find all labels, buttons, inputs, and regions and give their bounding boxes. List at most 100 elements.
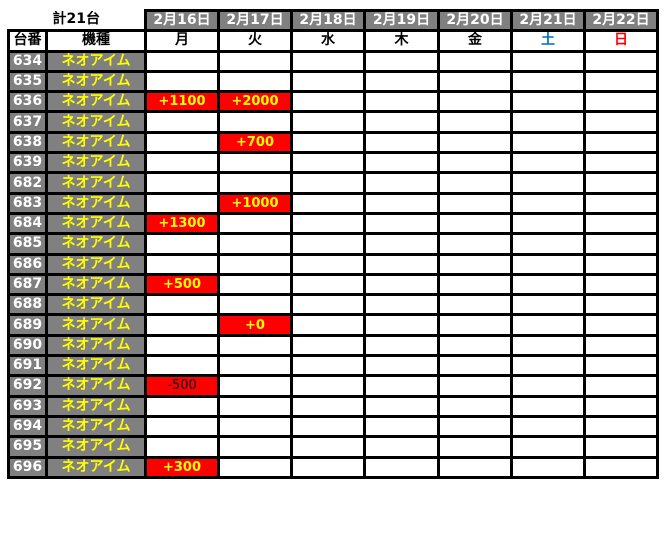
result-cell [290,374,366,398]
result-cell [144,232,220,256]
machine-number: 690 [7,333,48,358]
table-row: 694 ネオアイム [7,414,659,439]
machine-model: ネオアイム [45,232,147,256]
result-cell [290,211,366,236]
table-row: 636 ネオアイム +1100 +2000 [7,90,659,114]
result-cell: +1300 [144,211,220,236]
result-cell [290,110,366,134]
result-cell [363,435,440,459]
machine-model: ネオアイム [45,130,147,155]
result-cell [290,69,366,94]
result-cell [290,252,366,276]
machine-model: ネオアイム [45,151,147,175]
result-cell [583,211,659,236]
machine-number: 691 [7,354,48,378]
machine-model: ネオアイム [45,354,147,378]
result-cell [290,435,366,459]
result-cell [437,49,513,73]
result-cell [583,455,659,479]
result-cell [437,293,513,317]
result-cell: +0 [217,313,293,337]
result-cell [363,313,440,337]
result-cell [510,435,586,459]
result-cell [510,455,586,479]
machine-model: ネオアイム [45,90,147,114]
machine-number: 636 [7,90,48,114]
result-cell [363,414,440,439]
result-cell [144,130,220,155]
result-cell [144,191,220,215]
result-cell [583,191,659,215]
result-cell [437,171,513,195]
machine-model: ネオアイム [45,394,147,418]
date-header: 2月21日 [510,8,586,33]
date-header: 2月19日 [363,8,440,33]
result-cell [363,272,440,297]
machine-model: ネオアイム [45,333,147,358]
result-cell [437,455,513,479]
result-cell [144,354,220,378]
result-cell [437,313,513,337]
table-row: 689 ネオアイム +0 [7,313,659,337]
result-cell [363,394,440,418]
result-cell [290,49,366,73]
machine-number: 696 [7,455,48,479]
result-cell [290,191,366,215]
machine-model: ネオアイム [45,171,147,195]
result-cell [217,333,293,358]
result-cell [437,191,513,215]
result-cell [363,374,440,398]
result-cell [363,211,440,236]
table-row: 691 ネオアイム [7,354,659,378]
result-cell [437,333,513,358]
result-cell [510,171,586,195]
table-row: 635 ネオアイム [7,69,659,94]
result-cell [510,313,586,337]
result-cell [583,110,659,134]
result-cell [510,354,586,378]
result-cell [510,49,586,73]
result-cell [217,252,293,276]
table-row: 634 ネオアイム [7,49,659,73]
result-cell [510,272,586,297]
result-cell [144,69,220,94]
result-cell [510,293,586,317]
table-row: 695 ネオアイム [7,435,659,459]
result-cell [217,232,293,256]
result-cell [510,211,586,236]
weekday-header: 月 [144,29,220,53]
machine-number: 637 [7,110,48,134]
result-cell [583,151,659,175]
result-cell [290,394,366,418]
machine-model: ネオアイム [45,414,147,439]
result-cell [144,171,220,195]
result-cell [217,374,293,398]
machine-number: 695 [7,435,48,459]
result-cell [437,435,513,459]
result-cell [437,151,513,175]
result-cell [583,313,659,337]
machine-number: 682 [7,171,48,195]
result-cell [144,414,220,439]
result-cell [217,171,293,195]
weekday-header: 土 [510,29,586,53]
table-row: 682 ネオアイム [7,171,659,195]
result-cell: +1000 [217,191,293,215]
result-cell [363,151,440,175]
result-cell [363,232,440,256]
result-cell [363,191,440,215]
table-row: 684 ネオアイム +1300 [7,211,659,236]
result-cell [583,49,659,73]
machine-model: ネオアイム [45,374,147,398]
weekday-header: 金 [437,29,513,53]
result-cell [290,414,366,439]
result-cell [437,232,513,256]
result-cell [510,232,586,256]
column-header-model: 機種 [45,29,147,53]
result-cell [363,354,440,378]
result-cell [437,252,513,276]
result-cell [510,374,586,398]
result-cell: +700 [217,130,293,155]
result-cell [510,414,586,439]
machine-results-table: 計21台 2月16日 2月17日 2月18日 2月19日 2月20日 2月21日 2月22日… [7,8,659,479]
